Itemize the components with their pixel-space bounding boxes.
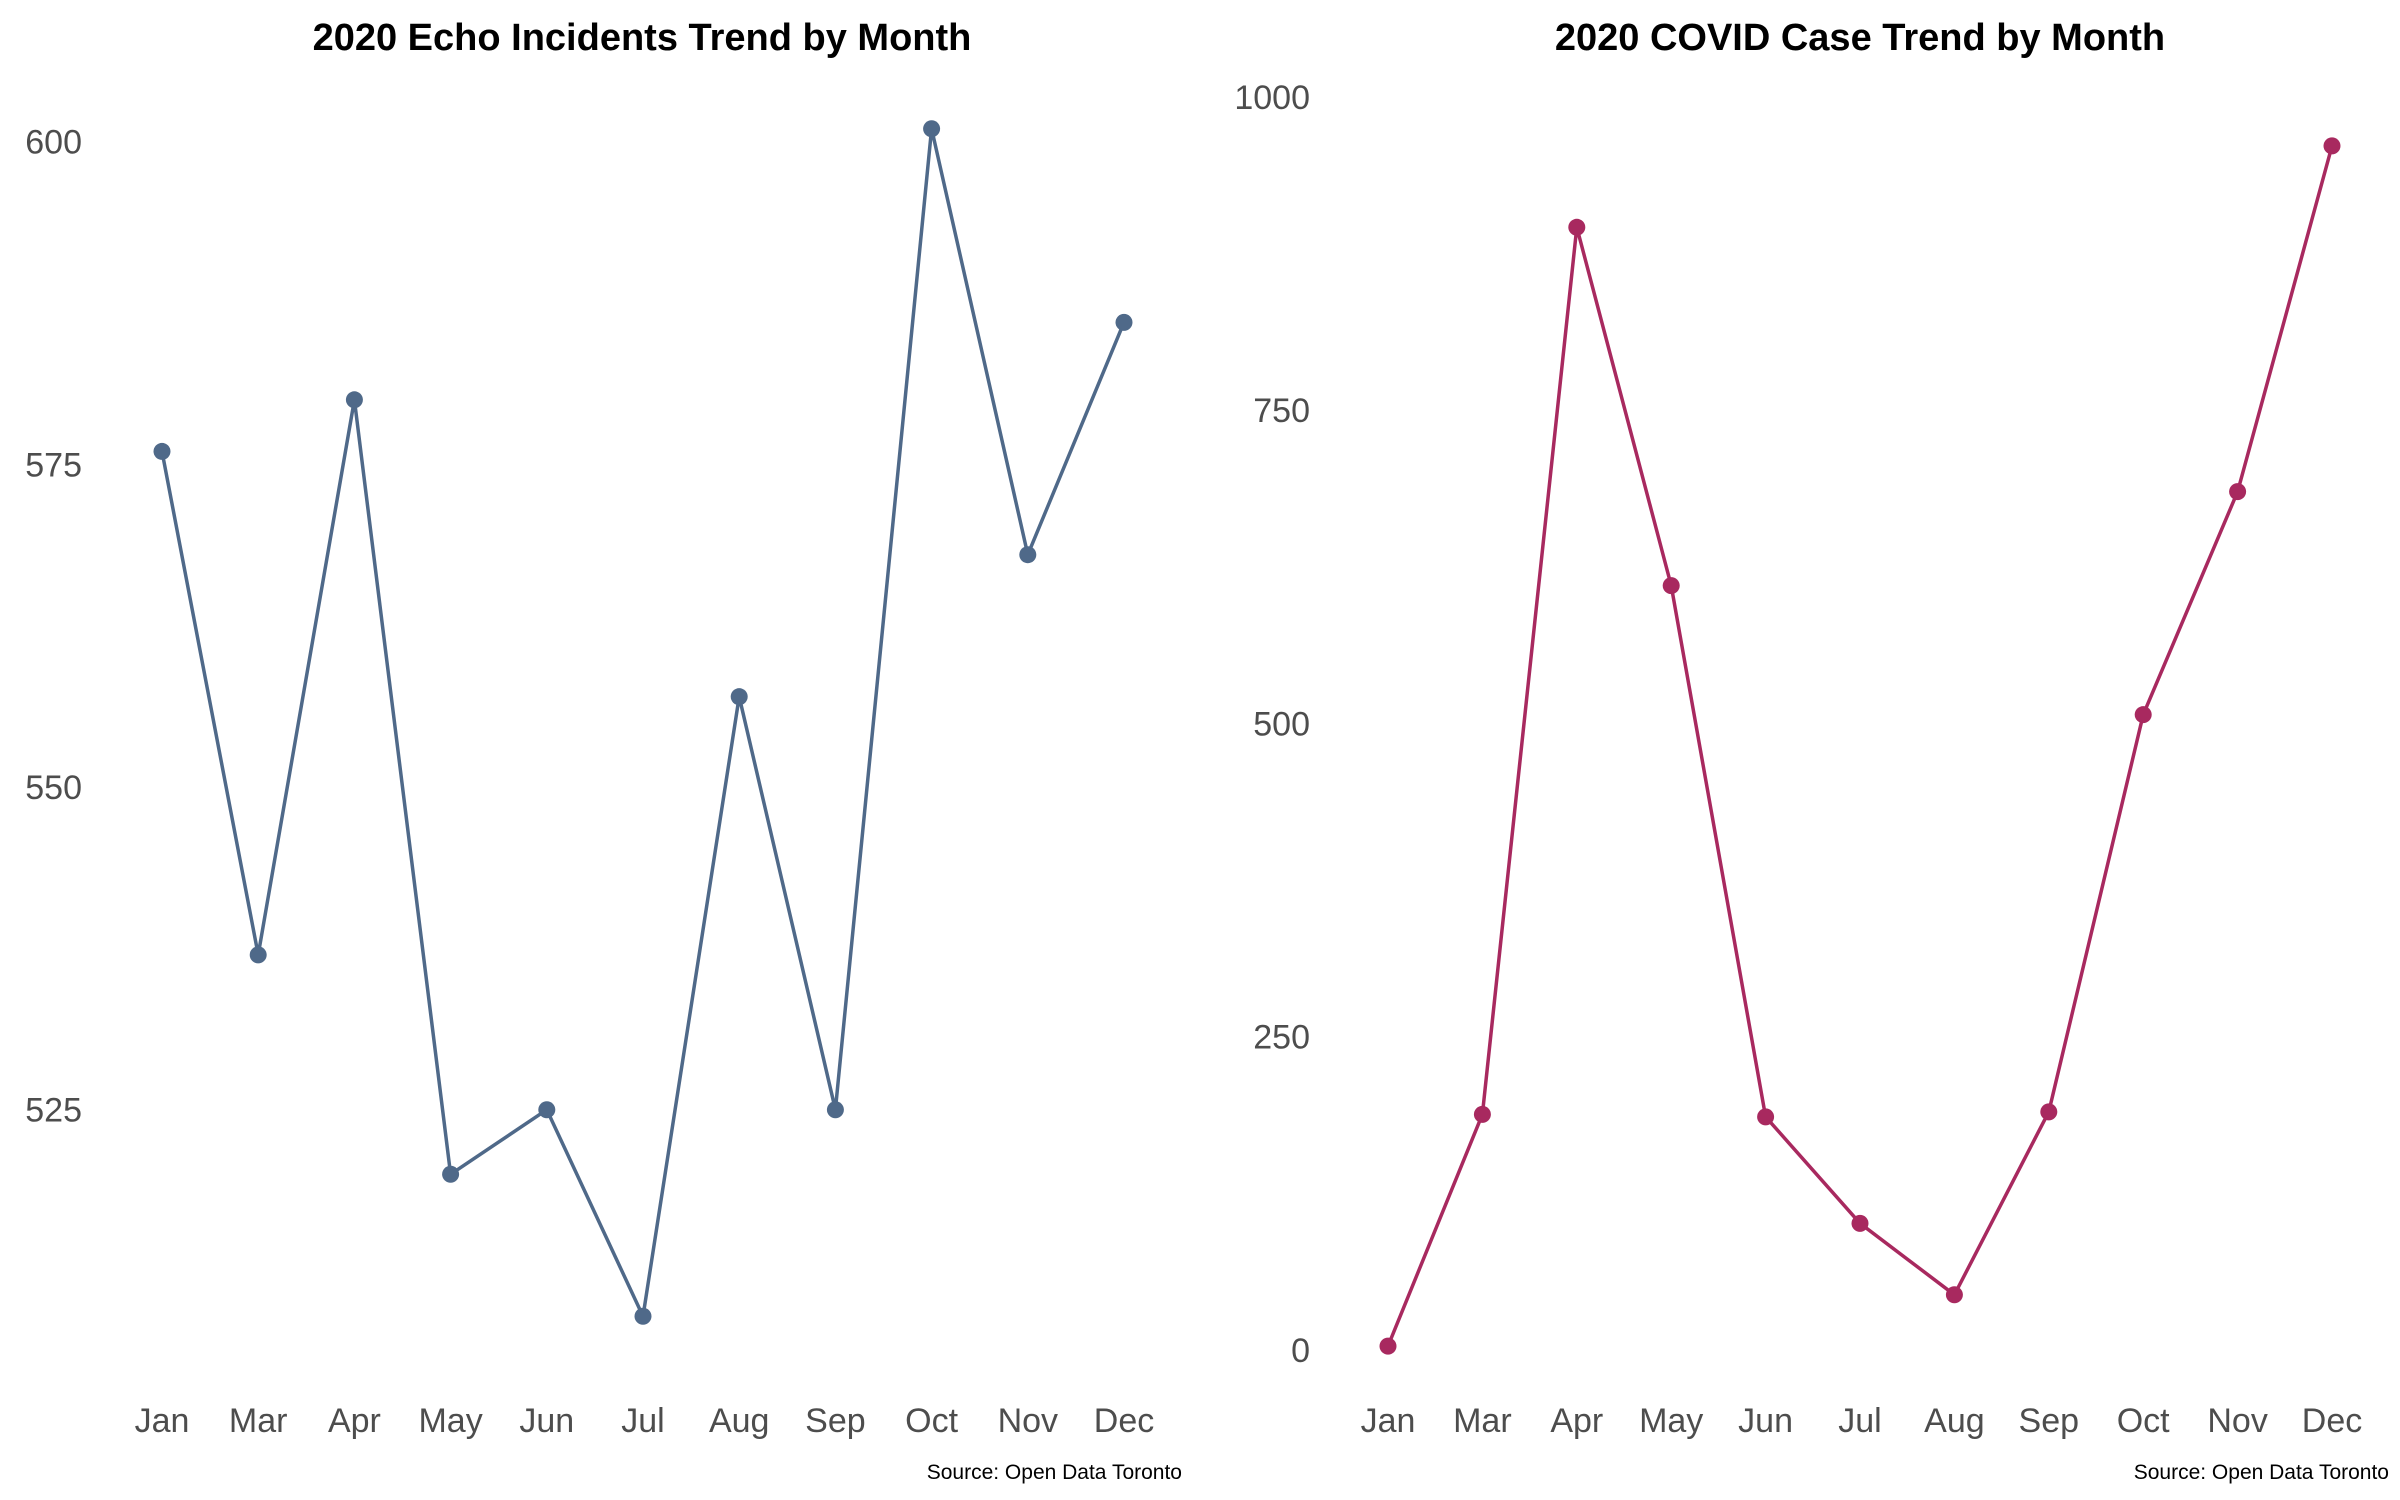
x-tick-label: Jul (621, 1402, 664, 1440)
y-tick-label: 500 (1253, 705, 1310, 743)
x-tick-label: Jun (1738, 1402, 1793, 1440)
echo-incidents-chart: 2020 Echo Incidents Trend by Month 525 55… (25, 17, 1182, 1484)
x-tick-label: Jan (135, 1402, 190, 1440)
data-point (1568, 218, 1586, 236)
data-point (1851, 1214, 1869, 1232)
x-tick-label: May (1639, 1402, 1703, 1440)
y-tick-label: 1000 (1234, 79, 1310, 117)
data-point (1019, 546, 1037, 564)
x-axis: Jan Mar Apr May Jun Jul Aug Sep Oct Nov Dec (1361, 1402, 2363, 1440)
data-point (2134, 706, 2152, 724)
data-point (1662, 577, 1680, 595)
data-point (249, 946, 267, 964)
series-line (1386, 145, 2334, 1347)
data-point (2040, 1103, 2058, 1121)
source-caption: Source: Open Data Toronto (2134, 1461, 2389, 1484)
x-tick-label: Oct (905, 1402, 958, 1440)
x-tick-label: Aug (709, 1402, 770, 1440)
series-points (1379, 137, 2341, 1355)
y-tick-label: 0 (1291, 1332, 1310, 1370)
y-tick-label: 575 (25, 446, 82, 484)
data-point (1757, 1108, 1775, 1126)
data-point (1473, 1105, 1491, 1123)
source-caption: Source: Open Data Toronto (927, 1461, 1182, 1484)
data-point (1945, 1286, 1963, 1304)
y-tick-label: 600 (25, 124, 82, 162)
x-tick-label: Oct (2117, 1402, 2170, 1440)
data-point (730, 688, 748, 706)
y-tick-label: 550 (25, 769, 82, 807)
covid-cases-chart: 2020 COVID Case Trend by Month 0 250 500 75… (1234, 17, 2389, 1484)
data-point (634, 1307, 652, 1325)
data-point (153, 442, 171, 460)
x-tick-label: Mar (1453, 1402, 1512, 1440)
x-tick-label: Sep (805, 1402, 866, 1440)
x-tick-label: Jul (1838, 1402, 1881, 1440)
chart-title: 2020 COVID Case Trend by Month (1555, 17, 2165, 59)
data-point (2229, 483, 2247, 501)
data-point (826, 1101, 844, 1119)
y-axis: 0 250 500 750 1000 (1234, 79, 1310, 1370)
x-tick-label: Nov (998, 1402, 1058, 1440)
data-point (923, 120, 941, 138)
data-point (1115, 313, 1133, 331)
x-tick-label: Jun (519, 1402, 574, 1440)
y-axis: 525 550 575 600 (25, 124, 82, 1130)
x-tick-label: Mar (229, 1402, 288, 1440)
chart-title: 2020 Echo Incidents Trend by Month (313, 17, 972, 59)
x-axis: Jan Mar Apr May Jun Jul Aug Sep Oct Nov Dec (135, 1402, 1155, 1440)
x-tick-label: Aug (1924, 1402, 1985, 1440)
x-tick-label: Dec (2302, 1402, 2362, 1440)
data-point (442, 1165, 460, 1183)
x-tick-label: Nov (2207, 1402, 2267, 1440)
y-tick-label: 525 (25, 1092, 82, 1130)
y-tick-label: 250 (1253, 1019, 1310, 1057)
data-point (1379, 1337, 1397, 1355)
series-points (153, 120, 1133, 1325)
x-tick-label: Apr (328, 1402, 381, 1440)
x-tick-label: May (418, 1402, 482, 1440)
x-tick-label: Jan (1361, 1402, 1416, 1440)
x-tick-label: Dec (1094, 1402, 1154, 1440)
series-line (160, 126, 1126, 1319)
data-point (2323, 137, 2341, 155)
y-tick-label: 750 (1253, 392, 1310, 430)
data-point (345, 391, 363, 409)
x-tick-label: Apr (1550, 1402, 1603, 1440)
data-point (538, 1101, 556, 1119)
x-tick-label: Sep (2019, 1402, 2080, 1440)
